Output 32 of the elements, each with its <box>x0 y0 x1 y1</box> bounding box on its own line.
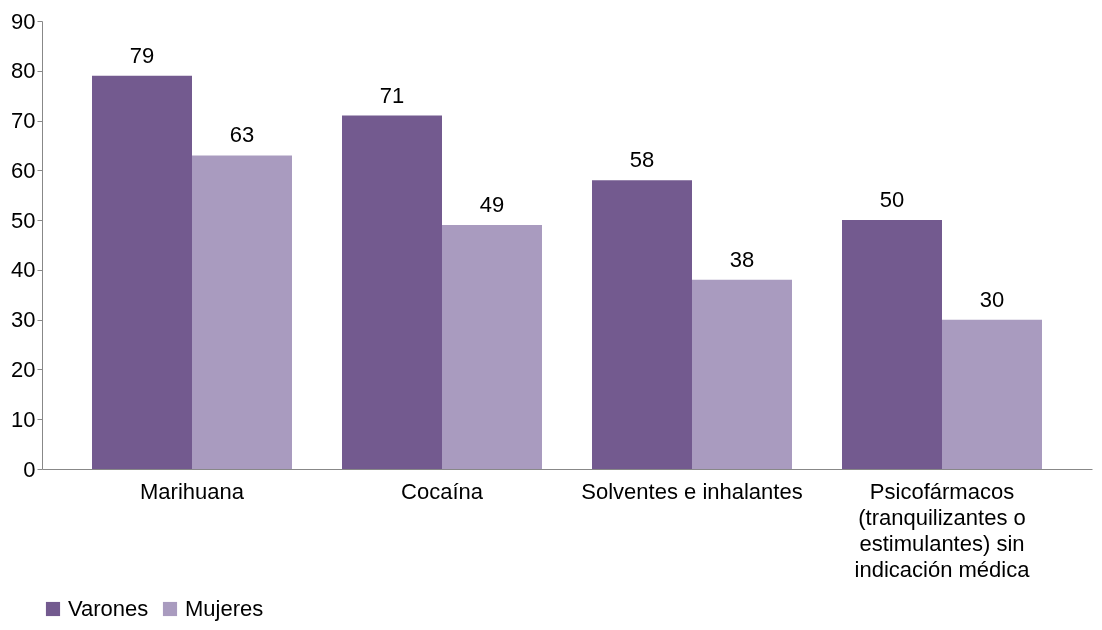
y-tick-label: 70 <box>11 108 36 134</box>
bar <box>692 279 792 469</box>
data-label: 71 <box>379 82 405 108</box>
data-label: 30 <box>979 286 1005 312</box>
bar <box>342 115 442 469</box>
y-tick-label: 90 <box>11 8 36 34</box>
y-tick-label: 20 <box>11 356 36 382</box>
bar <box>942 319 1042 469</box>
x-tick-label: Cocaína <box>401 478 484 504</box>
data-label: 58 <box>629 147 655 173</box>
y-tick-label: 0 <box>23 456 36 482</box>
y-tick-label: 80 <box>11 58 36 84</box>
x-tick-label: Marihuana <box>140 478 245 504</box>
data-label: 50 <box>879 187 905 213</box>
x-tick-label: Solventes e inhalantes <box>581 478 803 504</box>
y-tick-label: 10 <box>11 406 36 432</box>
legend-label: Mujeres <box>185 596 264 621</box>
bar <box>842 220 942 469</box>
bar <box>192 155 292 469</box>
y-tick-label: 40 <box>11 257 36 283</box>
data-label: 63 <box>229 122 255 148</box>
bar <box>442 225 542 469</box>
data-label: 38 <box>729 246 755 272</box>
y-tick-label: 30 <box>11 307 36 333</box>
x-tick-label: Psicofármacos (tranquilizantes o estimulantes) sin indicación médica <box>854 478 1031 582</box>
bar <box>92 75 192 469</box>
bar <box>592 180 692 469</box>
legend-label: Varones <box>68 596 149 621</box>
data-label: 49 <box>479 192 505 218</box>
y-tick-label: 60 <box>11 157 36 183</box>
data-label: 79 <box>129 42 155 68</box>
y-tick-label: 50 <box>11 207 36 233</box>
